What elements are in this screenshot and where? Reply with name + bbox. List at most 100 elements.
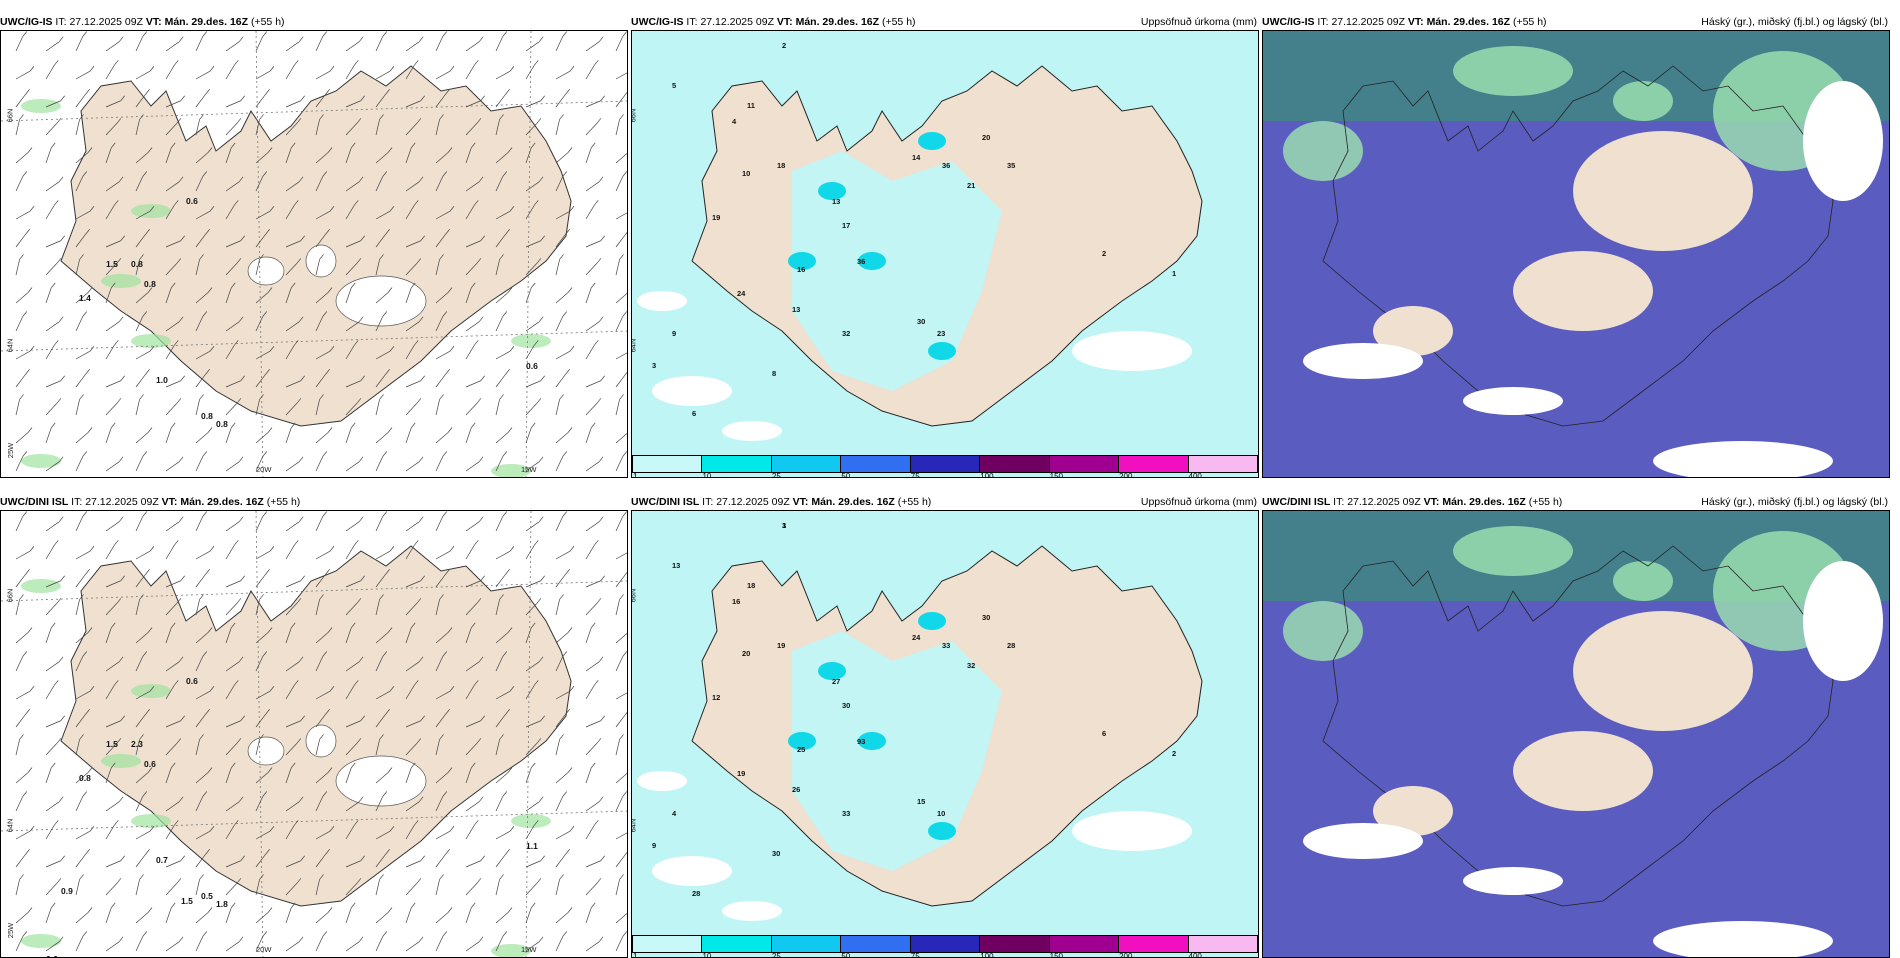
precip-value: 30 [772,849,781,858]
colorbar-tick: 400 [1188,472,1202,478]
precip-value: 28 [1007,641,1016,650]
wind-value: 1.1 [526,841,538,851]
precip-value: 6 [692,409,697,418]
vt-label: VT: [776,16,793,28]
colorbar-tick: 75 [910,952,920,958]
precip-value: 20 [742,649,751,658]
precip-value: 24 [737,289,746,298]
precip-value: 32 [967,661,976,670]
it-label: IT: [71,496,83,508]
colorbar-tick: 50 [841,472,851,478]
colorbar-segment: 150 [1048,935,1119,957]
precip-value: 18 [747,581,756,590]
lead-time: (+55 h) [250,16,285,28]
wind-value: 0.6 [144,759,156,769]
precip-value: 33 [842,809,851,818]
panel-header: UWC/DINI ISL IT: 27.12.2025 09Z VT: Mán.… [0,494,628,510]
wind-value: 0.8 [201,411,213,421]
wind-value: 0.8 [144,279,156,289]
colorbar: 1 10 25 50 75 100 150 200 400 [632,935,1258,957]
lead-time: (+55 h) [1512,16,1547,28]
precip-value: 30 [982,613,991,622]
precip-value: 32 [842,329,851,338]
vt-label: VT: [1423,496,1440,508]
wind-value: 0.6 [186,676,198,686]
precip-value: 13 [832,197,841,206]
it-label: IT: [55,16,67,28]
precip-value: 4 [732,117,737,126]
precip-value: 19 [712,213,721,222]
colorbar-segment: 200 [1118,455,1188,477]
precip-value: 1 [782,521,787,530]
colorbar-tick: 10 [702,952,712,958]
precip-map [632,31,1258,477]
precip-value: 17 [842,221,851,230]
precip-value: 8 [772,369,777,378]
wind-value: 0.7 [156,855,168,865]
precip-value: 28 [692,889,701,898]
colorbar: 1 10 25 50 75 100 150 200 400 [632,455,1258,477]
wind-value: 0.5 [201,891,213,901]
lat-label: 66N [5,588,15,603]
model-name: UWC/DINI ISL [0,496,69,508]
wind-map [1,31,627,477]
product-title: Háský (gr.), miðský (fj.bl.) og lágský (… [1701,496,1888,508]
colorbar-tick: 200 [1119,952,1133,958]
init-time: 27.12.2025 09Z [716,496,790,508]
lon-label: 15W [521,465,537,474]
wind-map [1,511,627,957]
init-time: 27.12.2025 09Z [1331,16,1405,28]
it-label: IT: [702,496,714,508]
lon-label: 20W [256,465,272,474]
map-frame: 1 10 25 50 75 100 150 200 400 2 5 4 11 18 10 13 19 17 16 36… [631,30,1259,478]
precip-value: 36 [942,161,951,170]
it-label: IT: [1333,496,1345,508]
colorbar-segment: 25 [770,455,841,477]
map-frame: 0.61.52.30.80.60.70.51.81.10.60.91.520W1… [0,510,628,958]
valid-time: Mán. 29.des. 16Z [1442,496,1526,508]
vt-label: VT: [161,496,178,508]
wind-value: 2.3 [131,739,143,749]
precip-value: 26 [792,785,801,794]
it-label: IT: [1317,16,1329,28]
precip-value: 35 [1007,161,1016,170]
precip-value: 14 [912,153,921,162]
panel-cloud-igis: UWC/IG-IS IT: 27.12.2025 09Z VT: Mán. 29… [1262,14,1890,478]
colorbar-segment: 75 [909,455,980,477]
valid-time: Mán. 29.des. 16Z [811,496,895,508]
cloud-map [1263,31,1889,477]
init-time: 27.12.2025 09Z [700,16,774,28]
cloud-map [1263,511,1889,957]
precip-value: 30 [917,317,926,326]
lat-label: 25W [6,442,16,459]
colorbar-segment: 150 [1048,455,1119,477]
product-title: Uppsöfnuð úrkoma (mm) [1140,16,1257,28]
precip-value: 3 [652,361,657,370]
precip-value: 2 [782,41,787,50]
wind-value: 1.8 [216,899,228,909]
colorbar-tick: 150 [1049,472,1063,478]
wind-value: 0.9 [61,886,73,896]
lat-label: 64N [5,338,15,353]
colorbar-tick: 100 [980,952,994,958]
model-name: UWC/DINI ISL [631,496,700,508]
model-name: UWC/IG-IS [1262,16,1315,28]
valid-time: Mán. 29.des. 16Z [795,16,880,28]
colorbar-tick: 200 [1119,472,1133,478]
precip-value: 11 [747,101,755,110]
precip-map [632,511,1258,957]
wind-value: 0.8 [79,773,91,783]
precip-value: 1 [1172,269,1177,278]
lat-label: 64N [5,818,15,833]
precip-value: 2 [1172,749,1177,758]
it-label: IT: [686,16,698,28]
wind-value: 0.6 [186,196,198,206]
lat-label: 66N [631,108,638,123]
precip-value: 23 [937,329,946,338]
wind-value: 0.8 [216,419,228,429]
colorbar-segment: 400 [1187,455,1258,477]
colorbar-tick: 10 [702,472,712,478]
panel-header: UWC/IG-IS IT: 27.12.2025 09Z VT: Mán. 29… [1262,14,1890,30]
lat-label: 64N [631,338,638,353]
precip-value: 16 [732,597,741,606]
